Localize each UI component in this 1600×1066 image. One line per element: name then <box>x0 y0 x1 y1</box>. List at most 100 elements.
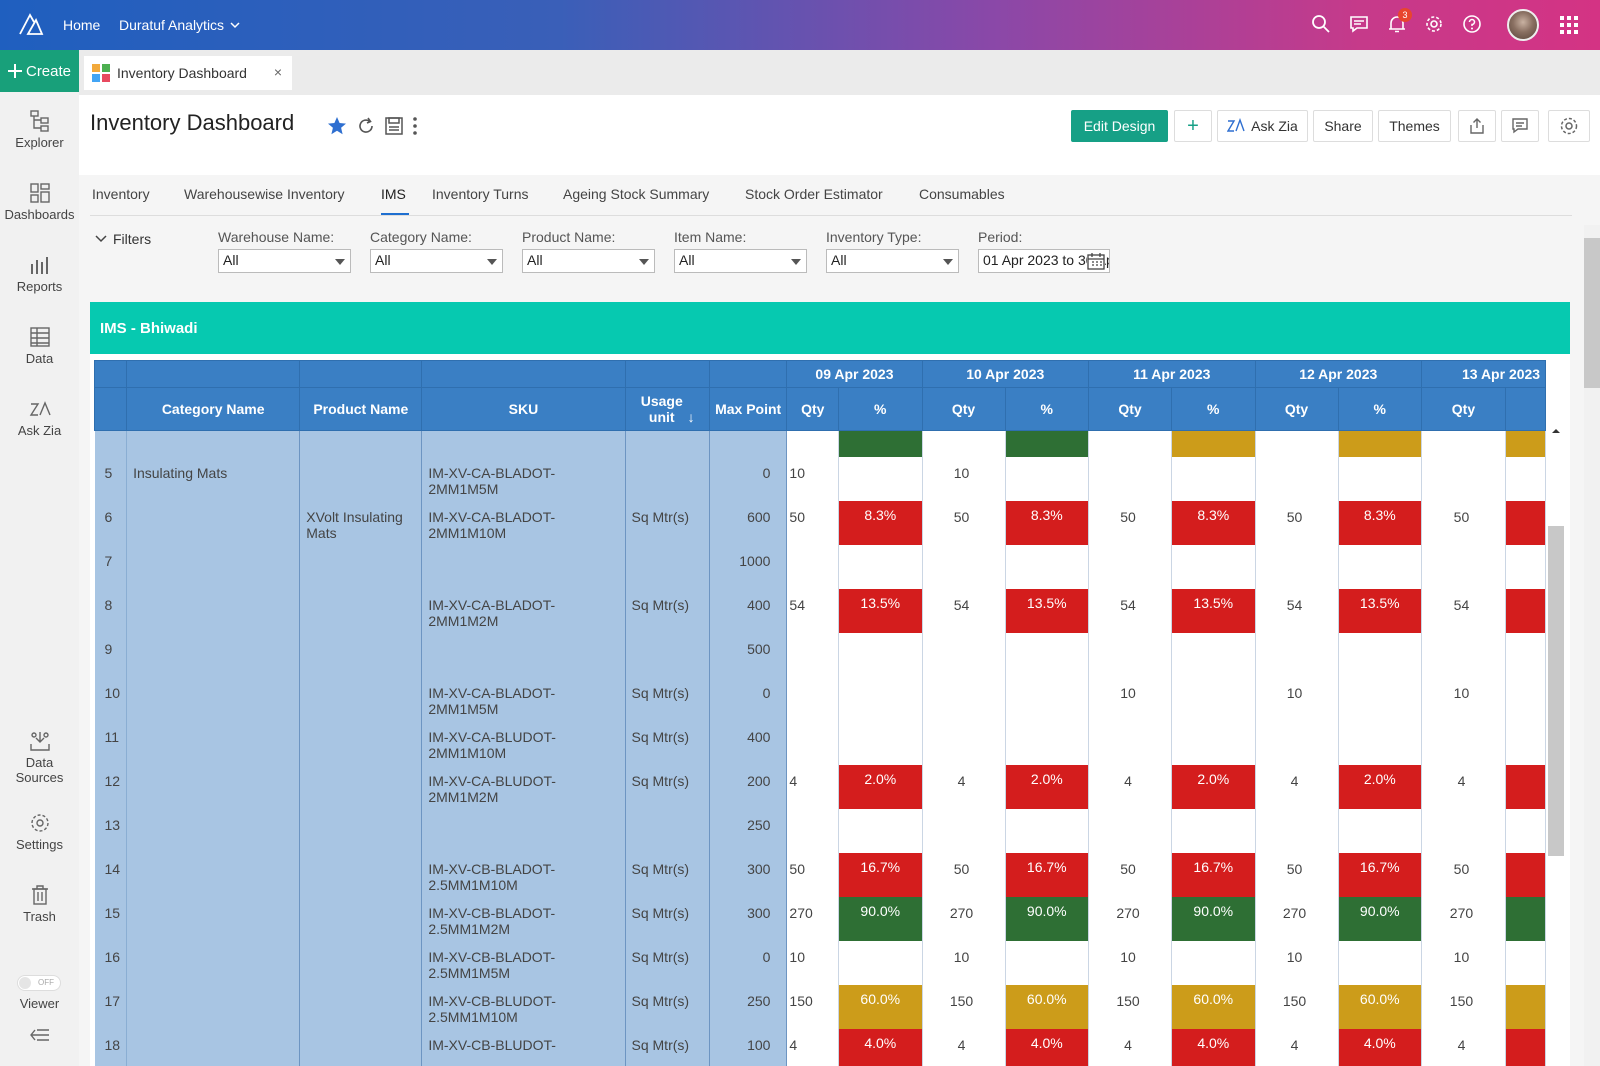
ask-zia-button[interactable]: Ask Zia <box>1217 110 1308 142</box>
period-filter-input[interactable]: 01 Apr 2023 to 30 Apr 2023 <box>978 249 1110 273</box>
collapse-sidebar-icon[interactable] <box>0 1027 79 1046</box>
sidebar-item-explorer[interactable]: Explorer <box>0 110 79 150</box>
search-icon[interactable] <box>1311 14 1331 34</box>
tab-inventory[interactable]: Inventory <box>92 186 150 202</box>
sidebar-item-ask-zia[interactable]: Ask Zia <box>0 398 79 438</box>
filters-toggle[interactable]: Filters <box>95 231 151 247</box>
add-button[interactable]: + <box>1174 110 1212 142</box>
tab-ims[interactable]: IMS <box>381 186 406 202</box>
help-icon[interactable] <box>1462 14 1482 34</box>
home-link[interactable]: Home <box>63 17 101 33</box>
more-options-icon[interactable] <box>412 116 418 136</box>
sidebar-item-settings[interactable]: Settings <box>0 812 79 852</box>
create-button[interactable]: Create <box>0 50 79 92</box>
sidebar-item-label: Ask Zia <box>17 423 62 438</box>
category-cell <box>126 764 301 809</box>
qty-cell: 4 <box>1421 1028 1506 1066</box>
max-point-cell: 100 <box>709 1028 788 1066</box>
max-point-cell: 300 <box>709 852 788 897</box>
pct-cell: 16.7% <box>838 852 923 897</box>
tab-consumables[interactable]: Consumables <box>919 186 1005 202</box>
qty-cell <box>922 632 1006 677</box>
bell-icon[interactable] <box>1387 14 1407 34</box>
inventory-type-filter-select[interactable]: All <box>826 249 959 273</box>
max-point-cell: 0 <box>709 676 788 721</box>
toggle-knob <box>19 977 31 989</box>
calendar-icon[interactable] <box>1087 252 1105 270</box>
document-tab-label: Inventory Dashboard <box>117 65 247 81</box>
max-point-cell: 400 <box>709 720 788 765</box>
tab-warehousewise-inventory[interactable]: Warehousewise Inventory <box>184 186 345 202</box>
pct-cell <box>1005 720 1090 765</box>
pct-cell: 2.0% <box>1171 764 1256 809</box>
max-point-header[interactable]: Max Point <box>708 387 788 431</box>
page-scrollbar[interactable] <box>1584 225 1600 1066</box>
pct-cell <box>1505 500 1546 545</box>
max-point-cell: 600 <box>709 500 788 545</box>
themes-button[interactable]: Themes <box>1378 110 1451 142</box>
table-scrollbar[interactable] <box>1548 360 1564 1066</box>
warehouse-filter-select[interactable]: All <box>218 249 351 273</box>
category-cell <box>126 632 301 677</box>
panel-title: IMS - Bhiwadi <box>90 302 1570 354</box>
table-row: 5 Insulating Mats IM-XV-CA-BLADOT-2MM1M5M 0… <box>94 456 1546 501</box>
export-button[interactable] <box>1458 110 1496 142</box>
edit-design-button[interactable]: Edit Design <box>1071 110 1168 142</box>
category-filter-select[interactable]: All <box>370 249 503 273</box>
avatar[interactable] <box>1507 9 1539 41</box>
qty-cell <box>1255 720 1339 765</box>
product-cell <box>299 984 423 1029</box>
sku-header[interactable]: SKU <box>421 387 626 431</box>
sort-down-icon[interactable]: ↓ <box>687 409 695 425</box>
star-icon[interactable] <box>327 116 347 136</box>
document-tab[interactable]: Inventory Dashboard × <box>84 56 292 90</box>
data-sources-icon <box>29 732 50 751</box>
scroll-up-icon[interactable] <box>1548 425 1564 437</box>
app-logo-icon[interactable] <box>18 12 44 36</box>
settings-button[interactable] <box>1548 110 1590 142</box>
product-name-header[interactable]: Product Name <box>299 387 423 431</box>
date-header: 09 Apr 2023 <box>786 360 923 388</box>
qty-cell <box>1421 456 1506 501</box>
tab-inventory-turns[interactable]: Inventory Turns <box>432 186 529 202</box>
pct-cell <box>838 544 923 589</box>
pct-cell: 90.0% <box>1338 896 1423 941</box>
sidebar-item-trash[interactable]: Trash <box>0 884 79 924</box>
tab-stock-order-estimator[interactable]: Stock Order Estimator <box>745 186 883 202</box>
qty-cell: 50 <box>1421 852 1506 897</box>
usage-unit-header[interactable]: Usage unit ↓ <box>624 387 710 431</box>
share-button[interactable]: Share <box>1313 110 1373 142</box>
row-number: 5 <box>94 456 128 501</box>
tab-ageing-stock-summary[interactable]: Ageing Stock Summary <box>563 186 710 202</box>
qty-cell: 150 <box>1421 984 1506 1029</box>
viewer-toggle[interactable]: OFF <box>17 975 61 991</box>
row-number: 9 <box>94 632 128 677</box>
sidebar-item-data-sources[interactable]: Data Sources <box>0 730 79 785</box>
comments-button[interactable] <box>1501 110 1539 142</box>
scrollbar-thumb[interactable] <box>1584 238 1600 388</box>
close-icon[interactable]: × <box>273 64 282 80</box>
item-filter-select[interactable]: All <box>674 249 807 273</box>
workspace-dropdown[interactable]: Duratuf Analytics <box>119 17 240 33</box>
qty-cell: 10 <box>1421 676 1506 721</box>
apps-grid-icon[interactable] <box>1560 16 1578 34</box>
chat-icon[interactable] <box>1349 14 1369 34</box>
usage-unit-cell: Sq Mtr(s) <box>625 940 710 985</box>
save-icon[interactable] <box>384 116 404 136</box>
qty-cell: 270 <box>1255 896 1339 941</box>
ims-pivot-table: 09 Apr 2023 10 Apr 2023 11 Apr 2023 12 A… <box>94 360 1546 1066</box>
max-point-cell: 500 <box>709 632 788 677</box>
product-filter-select[interactable]: All <box>522 249 655 273</box>
sidebar-item-data[interactable]: Data <box>0 326 79 366</box>
sidebar-item-reports[interactable]: Reports <box>0 254 79 294</box>
qty-cell: 50 <box>1255 852 1339 897</box>
qty-cell: 4 <box>1088 1028 1173 1066</box>
sidebar-item-dashboards[interactable]: Dashboards <box>0 182 79 222</box>
scrollbar-thumb[interactable] <box>1548 526 1564 856</box>
table-cell <box>421 430 626 457</box>
category-name-header[interactable]: Category Name <box>126 387 301 431</box>
refresh-icon[interactable] <box>356 116 376 136</box>
max-point-cell: 250 <box>709 984 788 1029</box>
pct-cell <box>1171 940 1256 985</box>
gear-icon[interactable] <box>1424 14 1444 34</box>
